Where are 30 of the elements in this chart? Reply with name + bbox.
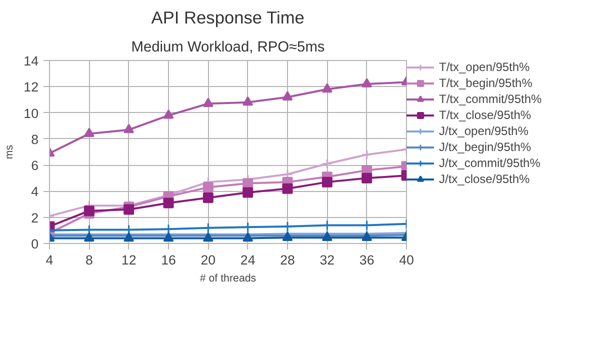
y-tick-label: 4 bbox=[31, 184, 40, 200]
legend-label: T/tx_close/95th% bbox=[439, 108, 532, 122]
y-tick-label: 0 bbox=[31, 236, 39, 252]
x-tick-label: 16 bbox=[161, 252, 176, 268]
x-tick-label: 36 bbox=[359, 252, 374, 268]
x-tick-label: 8 bbox=[85, 252, 93, 268]
y-tick-label: 12 bbox=[24, 80, 39, 95]
x-tick-label: 28 bbox=[280, 252, 295, 268]
y-tick-label: 2 bbox=[31, 210, 39, 226]
legend-label: J/tx_begin/95th% bbox=[439, 140, 532, 154]
legend-label: J/tx_commit/95th% bbox=[439, 156, 540, 170]
x-axis-title: # of threads bbox=[200, 272, 256, 284]
y-tick-label: 8 bbox=[31, 132, 39, 147]
y-axis-title: ms bbox=[4, 144, 16, 160]
legend-label: T/tx_begin/95th% bbox=[439, 76, 532, 90]
y-tick-label: 10 bbox=[24, 106, 39, 121]
legend-label: J/tx_open/95th% bbox=[439, 124, 528, 138]
x-tick-label: 24 bbox=[240, 252, 256, 268]
chart-title: API Response Time bbox=[151, 8, 304, 28]
x-tick-label: 4 bbox=[46, 252, 54, 268]
legend-label: T/tx_open/95th% bbox=[439, 60, 530, 74]
legend-label: J/tx_close/95th% bbox=[439, 172, 530, 186]
legend-label: T/tx_commit/95th% bbox=[439, 92, 542, 106]
x-tick-label: 40 bbox=[399, 252, 414, 268]
y-tick-label: 14 bbox=[24, 54, 40, 68]
y-tick-label: 6 bbox=[31, 158, 39, 174]
x-tick-label: 12 bbox=[121, 252, 136, 268]
x-tick-label: 32 bbox=[320, 252, 335, 268]
x-tick-label: 20 bbox=[200, 252, 216, 268]
chart-subtitle: Medium Workload, RPO≈5ms bbox=[131, 40, 325, 56]
